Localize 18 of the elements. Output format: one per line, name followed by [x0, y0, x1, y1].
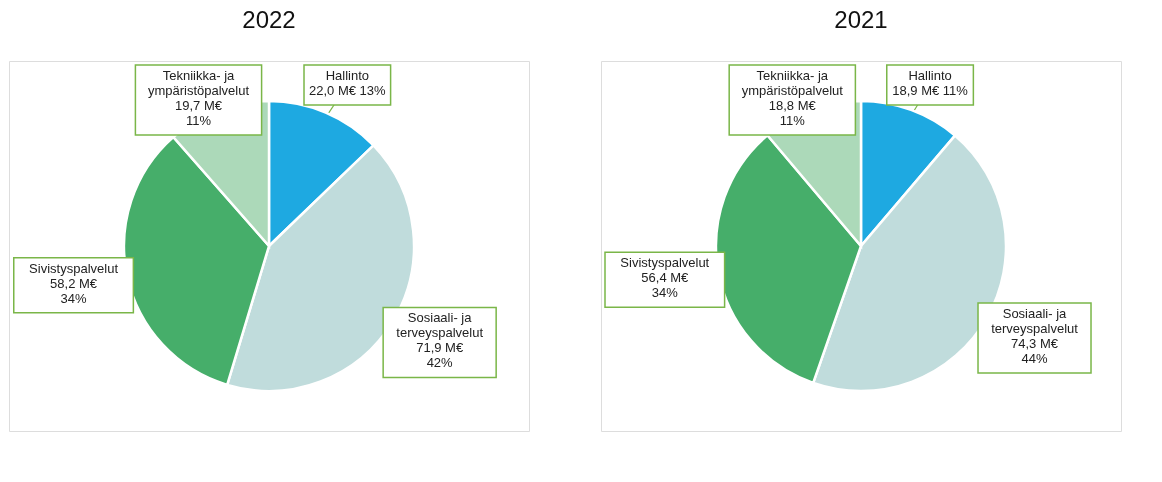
data-label: 22,0 M€ 13%: [309, 83, 387, 98]
data-label: 58,2 M€ 34%: [50, 275, 98, 306]
slice-label: Sivistyspalvelut: [29, 260, 119, 276]
slice-label: Sivistyspalvelut: [620, 255, 710, 271]
data-label: 19,7 M€ 11%: [175, 98, 223, 128]
data-label: 71,9 M€ 42%: [416, 340, 464, 371]
chart-title: 2021: [834, 6, 888, 33]
slice-label: Tekniikka- ja ympäristöpalvelut: [147, 68, 250, 98]
data-label: 18,8 M€ 11%: [768, 98, 817, 128]
slice-label: Sosiaali- ja terveyspalvelut: [396, 310, 484, 341]
slice-label: Tekniikka- ja ympäristöpalvelut: [741, 68, 844, 98]
slice-label: Hallinto: [325, 68, 369, 83]
data-label: 18,9 M€ 11%: [892, 83, 969, 98]
data-label: 74,3 M€ 44%: [1011, 336, 1059, 366]
slice-label: Sosiaali- ja terveyspalvelut: [991, 306, 1079, 336]
data-label: 56,4 M€ 34%: [641, 270, 690, 301]
chart-title: 2022: [242, 6, 296, 33]
slice-label: Hallinto: [908, 68, 952, 83]
